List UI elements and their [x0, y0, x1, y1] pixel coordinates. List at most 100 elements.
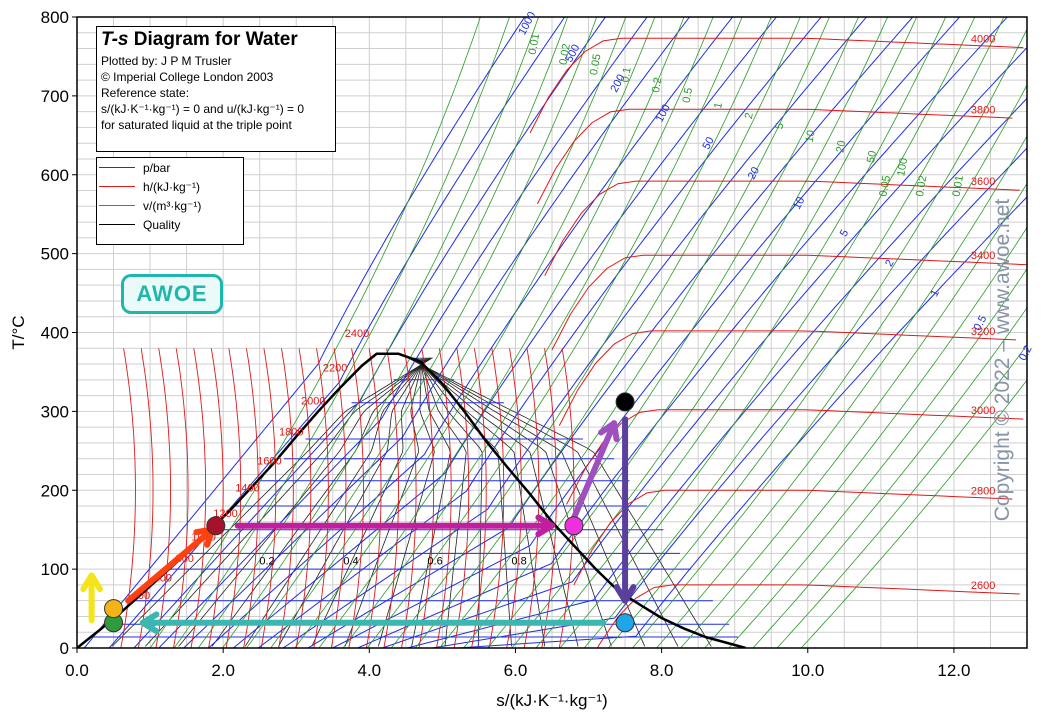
- volume-label-lower: 0.01: [951, 174, 967, 197]
- isobar-curve: [432, 147, 1027, 648]
- expansion-arrow-head: [613, 584, 637, 604]
- quality-line: [377, 357, 435, 647]
- isenthalp-superheated: [596, 584, 1020, 648]
- cycle-point-saturated-vapour: [564, 516, 584, 536]
- isenthalp-wet: [541, 348, 557, 648]
- isenthalp-wet: [278, 348, 294, 648]
- enthalpy-liquid-label: 1600: [257, 455, 281, 467]
- quality-line: [111, 357, 433, 647]
- isenthalp-wet: [523, 348, 540, 648]
- legend-label-pressure: p/bar: [143, 160, 171, 175]
- isochore-curve: [776, 344, 1027, 648]
- legend-swatch-volume: [99, 205, 135, 206]
- legend-swatch-quality: [99, 224, 135, 225]
- isenthalp-superheated: [544, 180, 1020, 276]
- quality-line: [311, 357, 425, 647]
- isenthalp-wet: [313, 348, 329, 648]
- isochore-curve: [728, 268, 1027, 648]
- x-tick-label: 6.0: [504, 661, 528, 680]
- y-tick-label: 500: [41, 245, 69, 264]
- volume-label: 10: [804, 129, 818, 143]
- isobar-curve: [133, 17, 607, 648]
- legend-label-volume: v/(m³·kg⁻¹): [143, 198, 202, 213]
- quality-label: 0.6: [427, 555, 442, 567]
- volume-label: 100: [895, 157, 910, 177]
- isenthalp-wet: [190, 348, 207, 648]
- curves-group: [77, 17, 1027, 648]
- isochore-curve: [414, 17, 801, 648]
- isochore-curve: [800, 379, 1027, 648]
- enthalpy-liquid-label: 2000: [301, 395, 325, 407]
- title-s: s: [117, 29, 129, 50]
- pressure-label: 50: [700, 135, 716, 151]
- isochore-curve: [463, 17, 859, 648]
- volume-label: 2: [743, 112, 756, 120]
- legend-item-pressure: p/bar: [97, 158, 243, 177]
- quality-label: 0.2: [259, 555, 274, 567]
- isobar-curve: [307, 17, 914, 648]
- isenthalp-superheated: [558, 330, 1017, 426]
- isenthalp-wet: [471, 348, 487, 648]
- isobar-curve: [357, 17, 1008, 648]
- isenthalp-wet: [155, 348, 171, 648]
- isochore-curve: [173, 17, 510, 648]
- volume-label: 0.1: [619, 66, 633, 83]
- info-box: T-s Diagram for Water Plotted by: J P M …: [96, 26, 336, 152]
- isochore-curve: [607, 28, 1027, 648]
- enthalpy-liquid-label: 2200: [323, 363, 347, 375]
- y-tick-label: 100: [41, 560, 69, 579]
- enthalpy-liquid-label: 1400: [235, 483, 259, 495]
- isenthalp-wet: [348, 348, 364, 648]
- legend-label-enthalpy: h/(kJ·kg⁻¹): [143, 179, 200, 194]
- y-tick-label: 300: [41, 402, 69, 421]
- isochore-curve: [680, 182, 1027, 648]
- reference-state-heading: Reference state:: [101, 86, 190, 100]
- quality-line: [278, 357, 427, 647]
- isenthalp-superheated: [551, 254, 1027, 351]
- isochore-curve: [752, 307, 1027, 648]
- isenthalp-wet: [260, 348, 277, 648]
- chart-title: T-s Diagram for Water: [101, 29, 331, 51]
- isochore-curve: [270, 17, 627, 648]
- x-tick-label: 10.0: [791, 661, 824, 680]
- enthalpy-label: 3400: [971, 250, 995, 262]
- isobar-curve: [382, 46, 1027, 648]
- quality-line: [211, 357, 429, 647]
- title-t: T: [101, 29, 112, 50]
- pressure-label: 2: [883, 258, 896, 269]
- isenthalp-wet: [365, 348, 382, 648]
- quality-line: [415, 357, 512, 647]
- isenthalp-superheated: [566, 409, 1024, 505]
- x-tick-label: 0.0: [65, 661, 89, 680]
- enthalpy-label: 4000: [971, 33, 995, 45]
- isenthalp-wet: [453, 348, 470, 648]
- legend-item-volume: v/(m³·kg⁻¹): [97, 196, 243, 215]
- isochore-curve: [704, 226, 1027, 648]
- isobar-curve: [183, 17, 691, 648]
- y-tick-label: 800: [41, 8, 69, 27]
- pressure-label: 10: [791, 195, 807, 211]
- isenthalp-superheated: [573, 489, 1013, 586]
- reference-state-line1: s/(kJ·K⁻¹·kg⁻¹) = 0 and u/(kJ·kg⁻¹) = 0: [101, 102, 305, 116]
- quality-line: [412, 357, 579, 647]
- quality-label: 0.8: [511, 555, 526, 567]
- y-tick-label: 600: [41, 166, 69, 185]
- title-rest: Diagram for Water: [128, 29, 298, 50]
- isobar-curve: [257, 17, 822, 648]
- isobar-curve: [158, 17, 648, 648]
- isochore-curve: [559, 17, 976, 648]
- y-axis-label: T/°C: [9, 315, 28, 349]
- y-tick-label: 0: [60, 639, 69, 658]
- legend-item-enthalpy: h/(kJ·kg⁻¹): [97, 177, 243, 196]
- awoe-logo: AWOE: [121, 274, 223, 314]
- quality-label: 0.4: [343, 555, 358, 567]
- quality-line: [418, 357, 467, 647]
- isenthalp-superheated: [529, 37, 1024, 134]
- legend-label-quality: Quality: [143, 217, 181, 232]
- isochore-curve: [342, 17, 714, 648]
- isochore-curve: [149, 17, 481, 648]
- enthalpy-label: 2600: [971, 580, 995, 592]
- quality-line: [244, 357, 428, 647]
